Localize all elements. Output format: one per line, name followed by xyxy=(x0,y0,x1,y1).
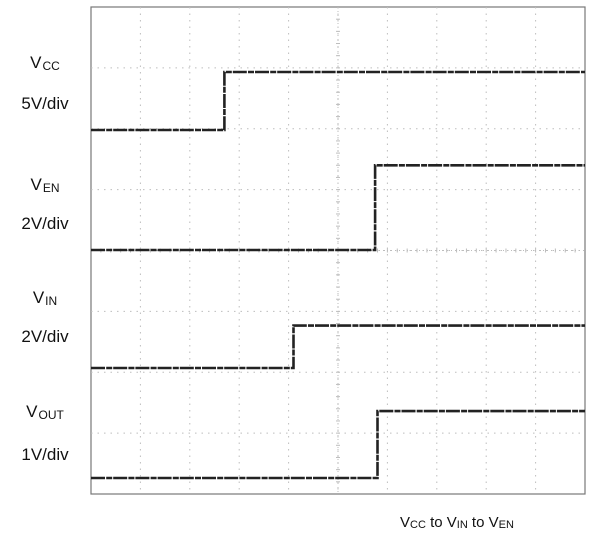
trace-ven xyxy=(91,164,585,252)
channel-label-ven: VEN xyxy=(30,175,60,195)
channel-label-vcc: VCC xyxy=(30,53,60,73)
trace-vcc xyxy=(91,70,585,132)
trace-vin xyxy=(91,324,585,370)
channel-scale-vcc: 5V/div xyxy=(21,94,69,113)
caption: VCC to VIN to VEN xyxy=(400,514,514,531)
channel-label-vin: VIN xyxy=(32,288,58,308)
channel-scale-ven: 2V/div xyxy=(21,214,69,233)
channel-label-vout: VOUT xyxy=(26,402,64,422)
channel-scale-vin: 2V/div xyxy=(21,327,69,346)
channel-scale-vout: 1V/div xyxy=(21,445,69,464)
trace-vout xyxy=(91,409,585,480)
